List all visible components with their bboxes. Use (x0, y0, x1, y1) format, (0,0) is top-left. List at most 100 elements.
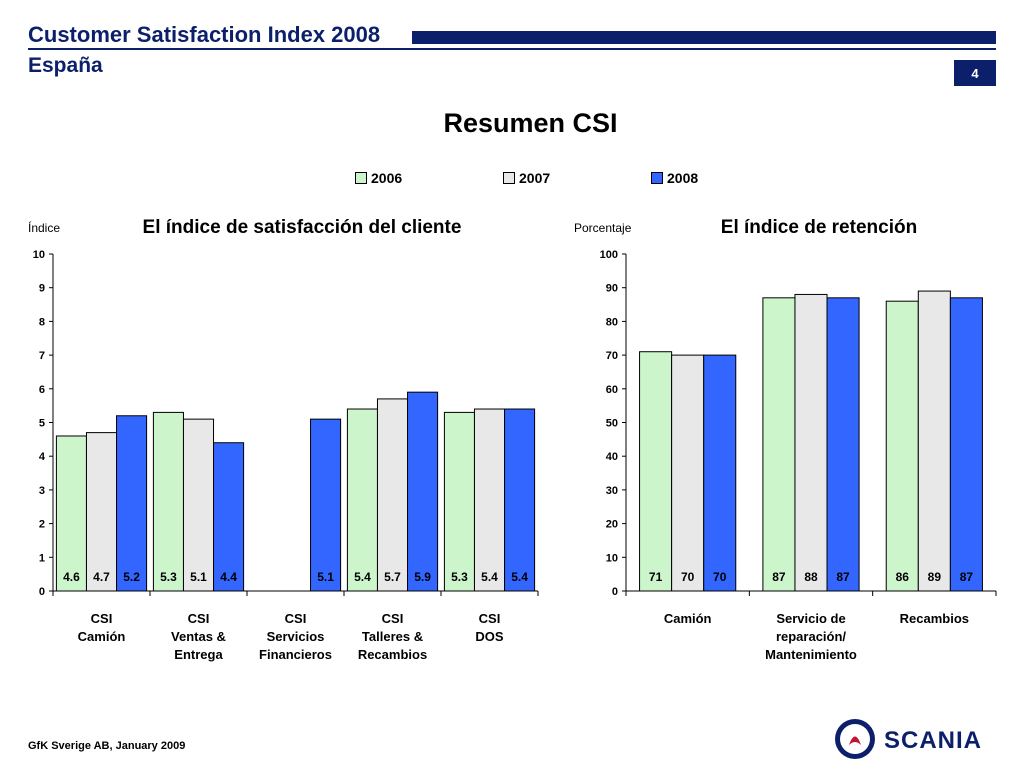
header-divider (28, 48, 996, 50)
csi-x-category-label: Entrega (174, 647, 223, 662)
retention-data-label: 70 (713, 570, 727, 584)
csi-bar (504, 408, 536, 592)
retention-data-label: 87 (772, 570, 786, 584)
csi-data-label: 5.4 (481, 570, 498, 584)
retention-y-axis-label: Porcentaje (574, 221, 632, 235)
csi-bar (443, 411, 475, 592)
header-bar (412, 31, 996, 44)
retention-y-tick-label: 100 (600, 249, 618, 261)
retention-x-category-label: Servicio de (776, 611, 845, 626)
csi-data-label: 5.7 (384, 570, 401, 584)
csi-y-tick-label: 9 (39, 283, 45, 295)
legend-label-2007: 2007 (519, 170, 551, 186)
csi-bar (213, 442, 245, 592)
retention-bar (671, 354, 705, 592)
retention-data-label: 89 (928, 570, 942, 584)
scania-logo-griffin (849, 736, 861, 745)
retention-y-tick-label: 80 (606, 316, 618, 328)
legend-item-2007: 2007 (503, 170, 550, 186)
retention-y-tick-label: 30 (606, 485, 618, 497)
retention-data-label: 86 (896, 570, 910, 584)
retention-y-tick-label: 90 (606, 283, 618, 295)
csi-data-label: 5.3 (160, 570, 177, 584)
csi-bar (152, 411, 184, 592)
retention-y-tick-label: 60 (606, 384, 618, 396)
retention-x-category-label: Recambios (900, 611, 969, 626)
header-title: Customer Satisfaction Index 2008 (28, 22, 381, 47)
csi-data-label: 5.4 (354, 570, 371, 584)
scania-logo-wordmark: SCANIA (884, 727, 982, 754)
retention-y-tick-label: 0 (612, 586, 618, 598)
retention-y-tick-label: 10 (606, 552, 618, 564)
csi-x-category-label: CSI (188, 611, 210, 626)
retention-data-label: 70 (681, 570, 695, 584)
legend-swatch-2008 (651, 172, 663, 184)
csi-y-tick-label: 6 (39, 384, 45, 396)
retention-y-tick-label: 40 (606, 451, 618, 463)
retention-chart-title: El índice de retención (721, 217, 917, 238)
csi-y-tick-label: 5 (39, 418, 45, 430)
csi-chart: El índice de satisfacción del cliente Índ… (28, 217, 539, 662)
retention-bar (703, 354, 737, 592)
csi-y-tick-label: 2 (39, 519, 45, 531)
csi-x-category-label: Financieros (259, 647, 332, 662)
csi-data-label: 4.7 (93, 570, 110, 584)
csi-data-label: 5.4 (511, 570, 528, 584)
header-subtitle: España (28, 54, 103, 77)
csi-y-tick-label: 7 (39, 350, 45, 362)
csi-y-tick-label: 1 (39, 552, 45, 564)
main-title: Resumen CSI (443, 108, 618, 138)
csi-bar (310, 418, 342, 592)
csi-x-category-label: Servicios (267, 629, 325, 644)
csi-data-label: 5.9 (414, 570, 431, 584)
legend-item-2008: 2008 (651, 170, 698, 186)
page-number: 4 (954, 60, 996, 86)
csi-x-category-label: CSI (479, 611, 501, 626)
csi-bar (116, 415, 148, 592)
csi-data-label: 5.3 (451, 570, 468, 584)
retention-y-tick-label: 50 (606, 418, 618, 430)
csi-y-tick-label: 8 (39, 316, 45, 328)
retention-data-label: 87 (836, 570, 850, 584)
legend-swatch-2007 (503, 172, 515, 184)
legend-label-2008: 2008 (667, 170, 699, 186)
csi-y-tick-label: 3 (39, 485, 45, 497)
legend-swatch-2006 (355, 172, 367, 184)
csi-x-category-label: CSI (382, 611, 404, 626)
retention-bar (885, 300, 919, 592)
csi-bar (473, 408, 506, 592)
retention-bar (826, 297, 860, 592)
retention-bar (794, 293, 828, 592)
csi-x-category-label: CSI (91, 611, 113, 626)
retention-data-label: 87 (960, 570, 974, 584)
footer-credit: GfK Sverige AB, January 2009 (28, 740, 186, 752)
retention-bar (917, 290, 951, 592)
retention-x-category-label: Mantenimiento (765, 647, 857, 662)
legend-label-2006: 2006 (371, 170, 403, 186)
csi-data-label: 5.1 (317, 570, 334, 584)
legend: 2006 2007 2008 (0, 170, 1024, 190)
csi-x-category-label: CSI (285, 611, 307, 626)
csi-data-label: 4.4 (220, 570, 237, 584)
retention-data-label: 88 (804, 570, 818, 584)
retention-y-tick-label: 20 (606, 519, 618, 531)
retention-y-tick-label: 70 (606, 350, 618, 362)
retention-bar (762, 297, 796, 592)
csi-x-category-label: Talleres & (362, 629, 423, 644)
csi-bar (407, 391, 439, 592)
retention-bar (639, 351, 673, 592)
csi-bar (346, 408, 378, 592)
csi-x-category-label: Camión (78, 629, 126, 644)
csi-bar (182, 418, 215, 592)
csi-data-label: 5.2 (123, 570, 140, 584)
csi-y-tick-label: 10 (33, 249, 45, 261)
retention-bar (949, 297, 983, 592)
retention-data-label: 71 (649, 570, 663, 584)
csi-chart-title: El índice de satisfacción del cliente (143, 217, 462, 238)
csi-y-tick-label: 4 (39, 451, 46, 463)
csi-x-category-label: DOS (475, 629, 504, 644)
retention-chart: El índice de retención Porcentaje 0 10 20 30 4… (574, 217, 997, 662)
csi-bar (376, 398, 409, 592)
csi-data-label: 5.1 (190, 570, 207, 584)
csi-bar (85, 432, 118, 592)
